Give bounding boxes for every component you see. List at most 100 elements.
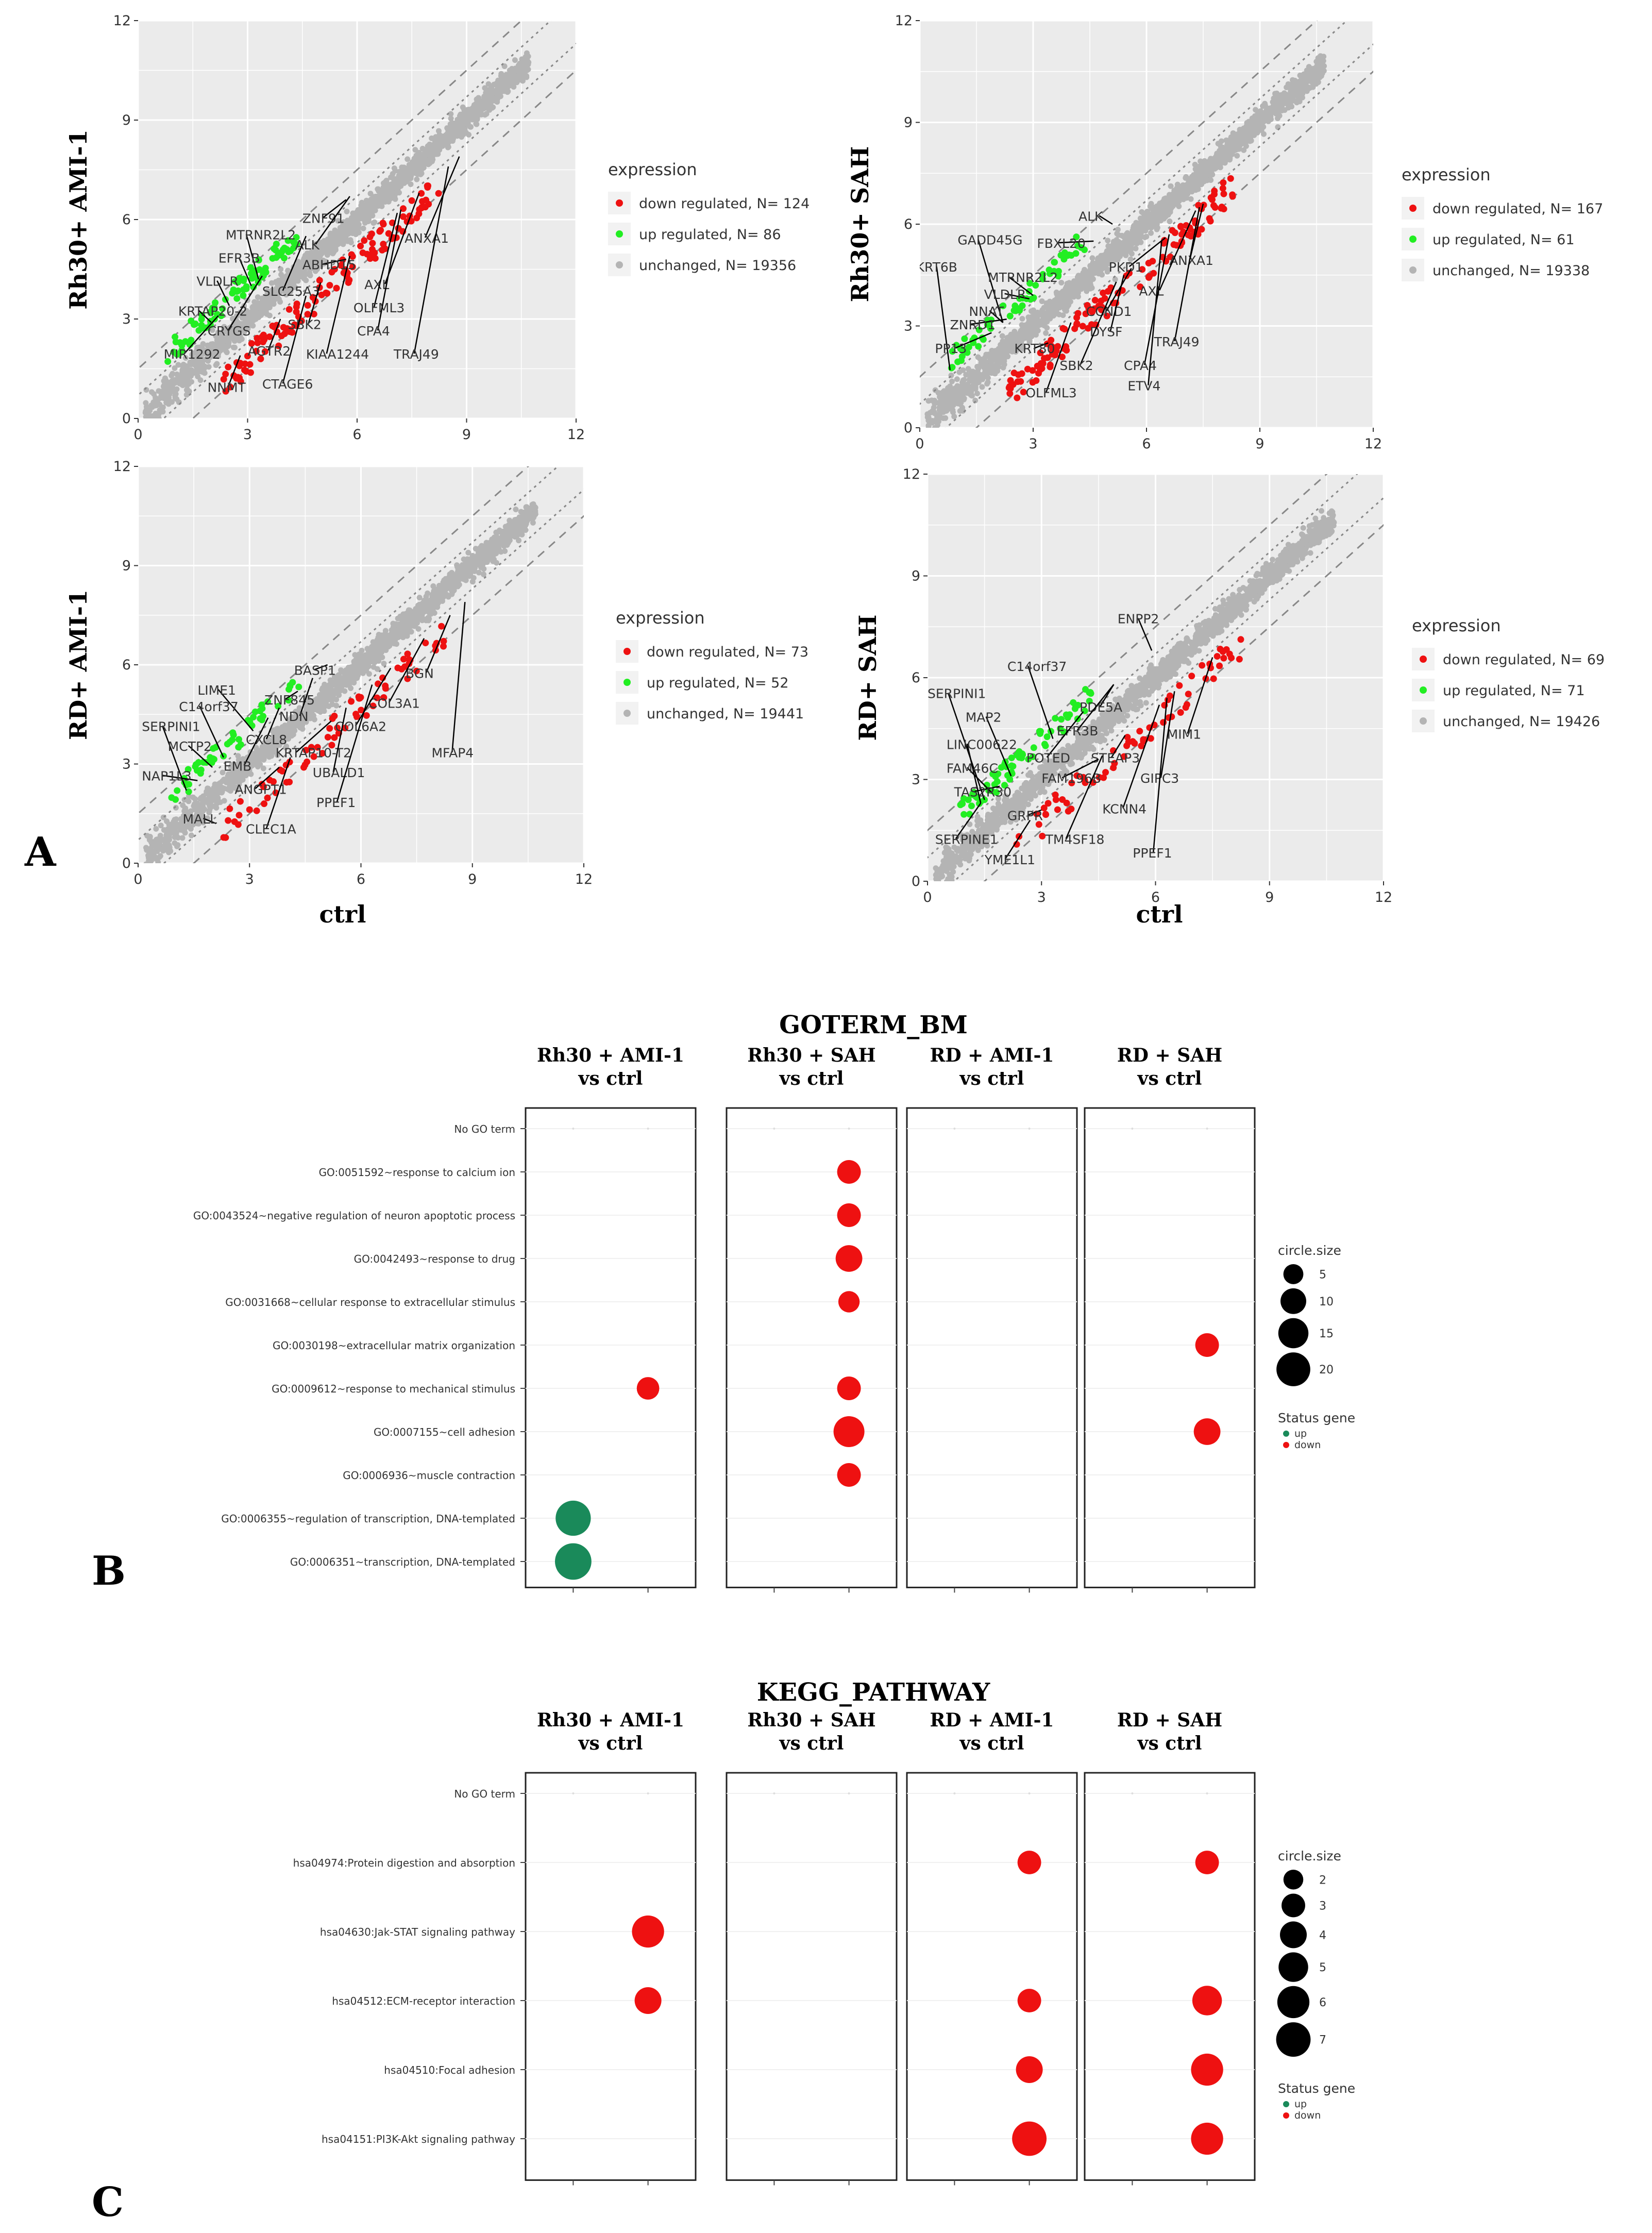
scatter1-point-unchanged [487, 97, 494, 104]
scatter1-label-pointer [323, 258, 347, 265]
scatter2-point-unchanged [1188, 196, 1194, 202]
scatter1-point-up [273, 241, 280, 248]
scatter1-point-unchanged [347, 217, 353, 223]
scatter1-point-unchanged [363, 204, 369, 210]
scatter2-point-down [1100, 289, 1107, 296]
scatter2-point-unchanged [965, 366, 971, 372]
scatter2-point-unchanged [1082, 266, 1088, 273]
scatter1-point-unchanged [334, 230, 340, 236]
scatter1-point-unchanged [295, 259, 301, 265]
scatter1-point-unchanged [278, 272, 284, 278]
scatter1-point-unchanged [213, 333, 219, 339]
scatter1-point-unchanged [195, 374, 201, 380]
scatter2-point-unchanged [1080, 285, 1086, 291]
scatter1-gene-label: ALK [295, 238, 320, 253]
scatter1-point-down [423, 196, 430, 204]
scatter2-point-unchanged [1168, 183, 1174, 189]
scatter1-point-unchanged [309, 248, 315, 254]
scatter2-point-unchanged [1037, 318, 1043, 325]
scatter1-point-unchanged [223, 348, 229, 354]
scatter2-point-down [1220, 179, 1227, 186]
scatter1-point-unchanged [521, 72, 528, 78]
scatter1-point-unchanged [488, 89, 494, 95]
scatter1-point-down [349, 263, 356, 271]
scatter3-point-unchanged [480, 572, 486, 578]
scatter2-point-unchanged [1094, 266, 1101, 273]
scatter2-guide-line [920, 21, 1348, 405]
scatter2-point-unchanged [1202, 158, 1208, 164]
scatter2-point-unchanged [1237, 128, 1243, 135]
scatter1-point-down [415, 210, 423, 217]
scatter2-point-unchanged [1080, 272, 1086, 278]
scatter1-point-unchanged [268, 297, 275, 303]
scatter3-point-unchanged [296, 705, 302, 711]
scatter1-point-down [345, 279, 352, 286]
scatter2-point-down [1018, 370, 1025, 377]
scatter2-legend-dot [1409, 266, 1417, 274]
scatter1-gene-label: AGTR2 [248, 344, 291, 359]
scatter2-guide-line [920, 21, 1318, 378]
scatter2-point-up [1073, 233, 1080, 241]
scatter2-ytick-label: 12 [895, 13, 913, 29]
scatter1-point-unchanged [314, 246, 320, 253]
scatter2-point-down [1014, 378, 1021, 385]
scatter1-point-unchanged [335, 218, 341, 224]
scatter1-point-unchanged [265, 293, 272, 299]
scatter1-point-down [328, 268, 335, 276]
scatter2-point-unchanged [947, 383, 953, 390]
scatter2-point-down [1101, 295, 1108, 302]
scatter2-point-unchanged [1313, 68, 1320, 74]
scatter1-gene-label: NNMT [208, 380, 246, 395]
scatter2-point-unchanged [1203, 174, 1209, 180]
scatter2-point-unchanged [1134, 239, 1140, 245]
scatter2-label-pointer [1046, 322, 1072, 393]
scatter2-point-unchanged [1197, 178, 1203, 184]
scatter2-point-unchanged [1133, 220, 1139, 226]
scatter2-y-axis-title: Rh30+ SAH [846, 146, 874, 303]
scatter2-point-up [1012, 302, 1019, 309]
scatter2-point-unchanged [953, 388, 959, 394]
scatter1-point-unchanged [516, 72, 522, 78]
scatter2-point-unchanged [1300, 74, 1306, 80]
scatter2-point-unchanged [1303, 79, 1309, 86]
scatter1-point-unchanged [183, 363, 190, 369]
scatter1-point-unchanged [429, 135, 435, 141]
scatter1-label-pointer [238, 257, 252, 287]
scatter1-point-unchanged [344, 208, 350, 214]
scatter2-point-unchanged [954, 394, 960, 400]
scatter1-point-unchanged [417, 171, 424, 177]
scatter1-guide-line [162, 43, 576, 418]
scatter2-point-unchanged [950, 394, 956, 400]
scatter2-point-unchanged [1039, 298, 1045, 305]
scatter2-legend-dot [1409, 236, 1417, 243]
scatter2-point-unchanged [1089, 255, 1095, 261]
scatter1-point-down [435, 190, 442, 197]
scatter1-point-unchanged [260, 304, 266, 310]
scatter2-gene-label: ANXA1 [1169, 253, 1213, 268]
scatter2-point-unchanged [994, 359, 1001, 365]
scatter2-point-down [1150, 270, 1157, 277]
scatter2-point-down [1169, 227, 1176, 234]
scatter1-point-unchanged [236, 338, 242, 344]
scatter1-point-unchanged [284, 283, 291, 289]
scatter2-point-down [1047, 363, 1054, 371]
scatter2-point-unchanged [1183, 182, 1189, 188]
scatter2-gene-label: PP13 [935, 341, 967, 356]
scatter2-point-unchanged [1099, 272, 1105, 278]
scatter1-ytick-label: 0 [122, 411, 131, 427]
scatter2-point-down [1005, 384, 1013, 391]
scatter2-point-unchanged [1253, 107, 1259, 113]
scatter2-point-unchanged [1040, 313, 1047, 319]
scatter2-point-unchanged [1242, 133, 1248, 139]
scatter2-point-down [1085, 305, 1092, 312]
scatter1-point-up [284, 237, 292, 244]
scatter2-point-down [1071, 325, 1078, 332]
scatter2-label-pointer [1174, 207, 1200, 342]
scatter1-point-unchanged [288, 289, 294, 295]
scatter2-point-unchanged [1039, 308, 1045, 314]
scatter1-point-up [247, 264, 254, 271]
scatter1-label-pointer [227, 275, 263, 331]
scatter2-gene-label: VLDLR [984, 287, 1026, 302]
